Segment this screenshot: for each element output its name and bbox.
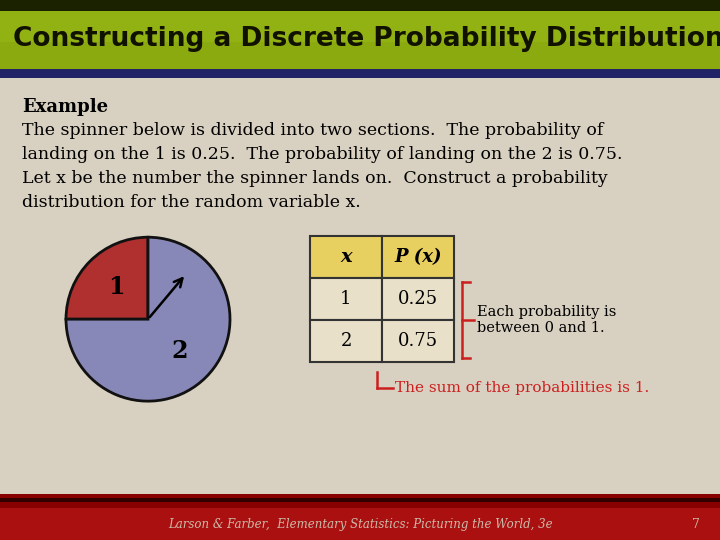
- Bar: [310, 320, 382, 362]
- Text: 7: 7: [692, 517, 700, 530]
- Text: P (x): P (x): [395, 248, 442, 266]
- Text: 0.75: 0.75: [398, 332, 438, 350]
- Bar: [0, 10, 720, 70]
- Text: 0.25: 0.25: [398, 290, 438, 308]
- Text: :: :: [90, 98, 96, 116]
- Wedge shape: [66, 237, 230, 401]
- Text: Let x be the number the spinner lands on.  Construct a probability: Let x be the number the spinner lands on…: [22, 170, 608, 187]
- Text: Example: Example: [22, 98, 108, 116]
- Text: Constructing a Discrete Probability Distribution: Constructing a Discrete Probability Dist…: [13, 26, 720, 52]
- Bar: [310, 278, 382, 320]
- Text: x: x: [340, 248, 352, 266]
- Text: 1: 1: [341, 290, 352, 308]
- Text: 2: 2: [341, 332, 351, 350]
- Bar: [0, 498, 720, 502]
- Bar: [0, 0, 720, 10]
- Text: 1: 1: [108, 275, 125, 299]
- Bar: [382, 236, 454, 278]
- Text: The sum of the probabilities is 1.: The sum of the probabilities is 1.: [395, 381, 649, 395]
- Text: Larson & Farber,  Elementary Statistics: Picturing the World, 3e: Larson & Farber, Elementary Statistics: …: [168, 517, 552, 530]
- Wedge shape: [66, 237, 148, 319]
- Bar: [0, 10, 720, 42]
- Bar: [310, 236, 382, 278]
- Bar: [382, 320, 454, 362]
- Bar: [382, 278, 454, 320]
- Text: distribution for the random variable x.: distribution for the random variable x.: [22, 194, 361, 211]
- Text: Each probability is
between 0 and 1.: Each probability is between 0 and 1.: [477, 305, 616, 335]
- Bar: [0, 508, 720, 540]
- Text: The spinner below is divided into two sections.  The probability of: The spinner below is divided into two se…: [22, 122, 603, 139]
- Text: 2: 2: [171, 339, 188, 363]
- Text: landing on the 1 is 0.25.  The probability of landing on the 2 is 0.75.: landing on the 1 is 0.25. The probabilit…: [22, 146, 623, 163]
